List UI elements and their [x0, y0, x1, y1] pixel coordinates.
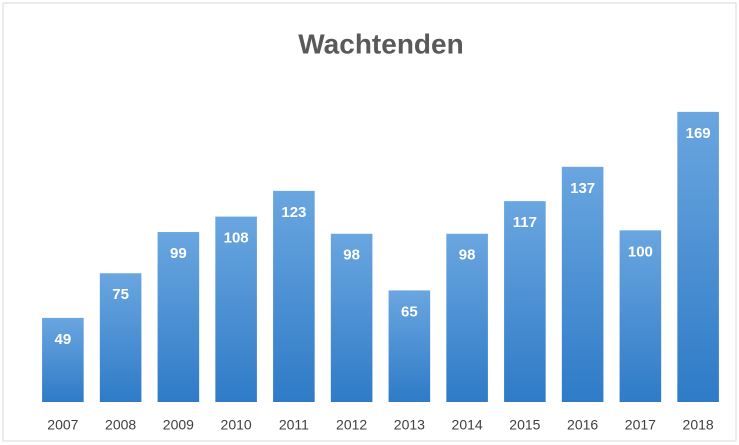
data-label: 75	[112, 286, 129, 303]
bar	[446, 233, 488, 402]
data-label: 100	[628, 243, 653, 260]
bar	[677, 111, 719, 402]
x-tick-label: 2017	[625, 417, 656, 433]
data-label: 49	[55, 331, 72, 348]
bar	[388, 290, 431, 402]
x-tick-label: 2013	[394, 417, 425, 433]
bar	[561, 166, 604, 402]
data-label: 98	[459, 247, 476, 264]
x-tick-label: 2011	[279, 417, 309, 433]
x-tick-label: 2008	[105, 417, 136, 433]
chart-title: Wachtenden	[298, 28, 463, 59]
data-label: 123	[281, 204, 306, 221]
bar	[619, 230, 662, 402]
x-tick-label: 2010	[221, 417, 252, 433]
bar	[157, 232, 200, 402]
x-tick-label: 2015	[509, 417, 540, 433]
data-label: 169	[686, 125, 711, 142]
data-label: 98	[343, 247, 360, 264]
x-tick-label: 2018	[683, 417, 714, 433]
bar	[215, 216, 257, 402]
data-label: 65	[401, 303, 418, 320]
data-label: 99	[170, 245, 187, 262]
x-tick-label: 2007	[47, 417, 78, 433]
bar	[330, 233, 373, 402]
data-label: 117	[513, 214, 537, 231]
bar	[42, 317, 84, 402]
data-label: 137	[570, 180, 595, 197]
bar	[99, 273, 142, 402]
bar	[504, 201, 546, 402]
x-tick-label: 2016	[567, 417, 598, 433]
x-tick-label: 2014	[452, 417, 483, 433]
data-label: 108	[224, 230, 249, 247]
x-tick-label: 2012	[336, 417, 367, 433]
bar	[273, 190, 315, 402]
x-tick-label: 2009	[163, 417, 194, 433]
